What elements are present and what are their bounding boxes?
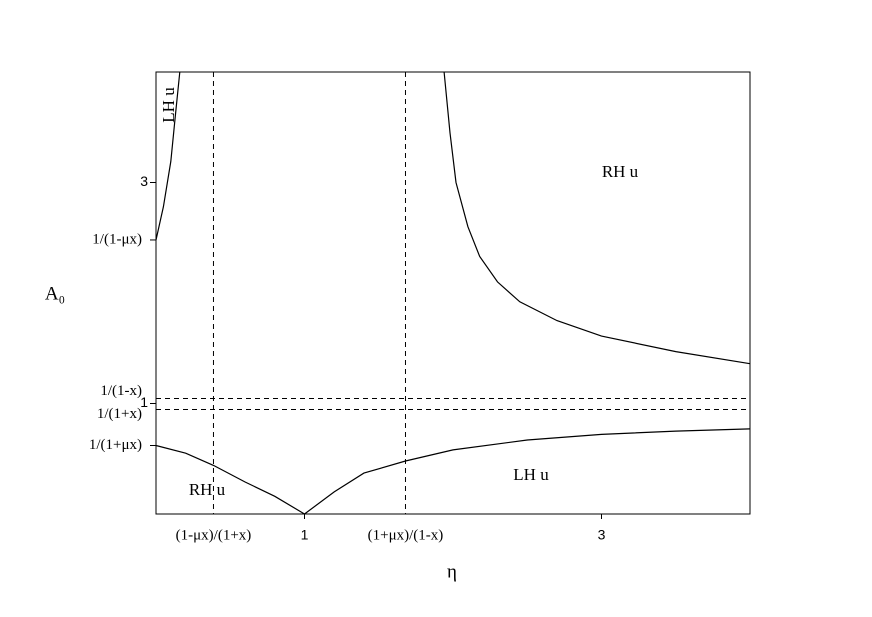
x-tick-label: 1 [301,527,309,543]
curve [155,444,305,515]
x-tick-label: 3 [598,527,606,543]
y-tick-label: 3 [140,173,148,189]
x-tick-label: (1-μx)/(1+x) [176,527,252,543]
y-tick-label: 1/(1-μx) [92,231,142,247]
y-tick-label: 1/(1+μx) [89,437,142,453]
region-label: RH u [602,162,639,181]
curve [443,71,751,365]
y-tick-label: 1/(1+x) [97,406,142,422]
region-label: RH u [189,480,226,499]
curve [155,71,181,241]
curve [304,428,751,515]
y-tick-label: 1/(1-x) [100,383,142,399]
plot-frame [155,71,751,515]
region-label: LH u [513,465,549,484]
y-tick-label: 1 [140,394,148,410]
region-label: LH u [159,87,178,123]
y-axis-label: A₀ [45,283,65,304]
x-axis-label: η [447,561,457,582]
x-tick-label: (1+μx)/(1-x) [368,527,444,543]
